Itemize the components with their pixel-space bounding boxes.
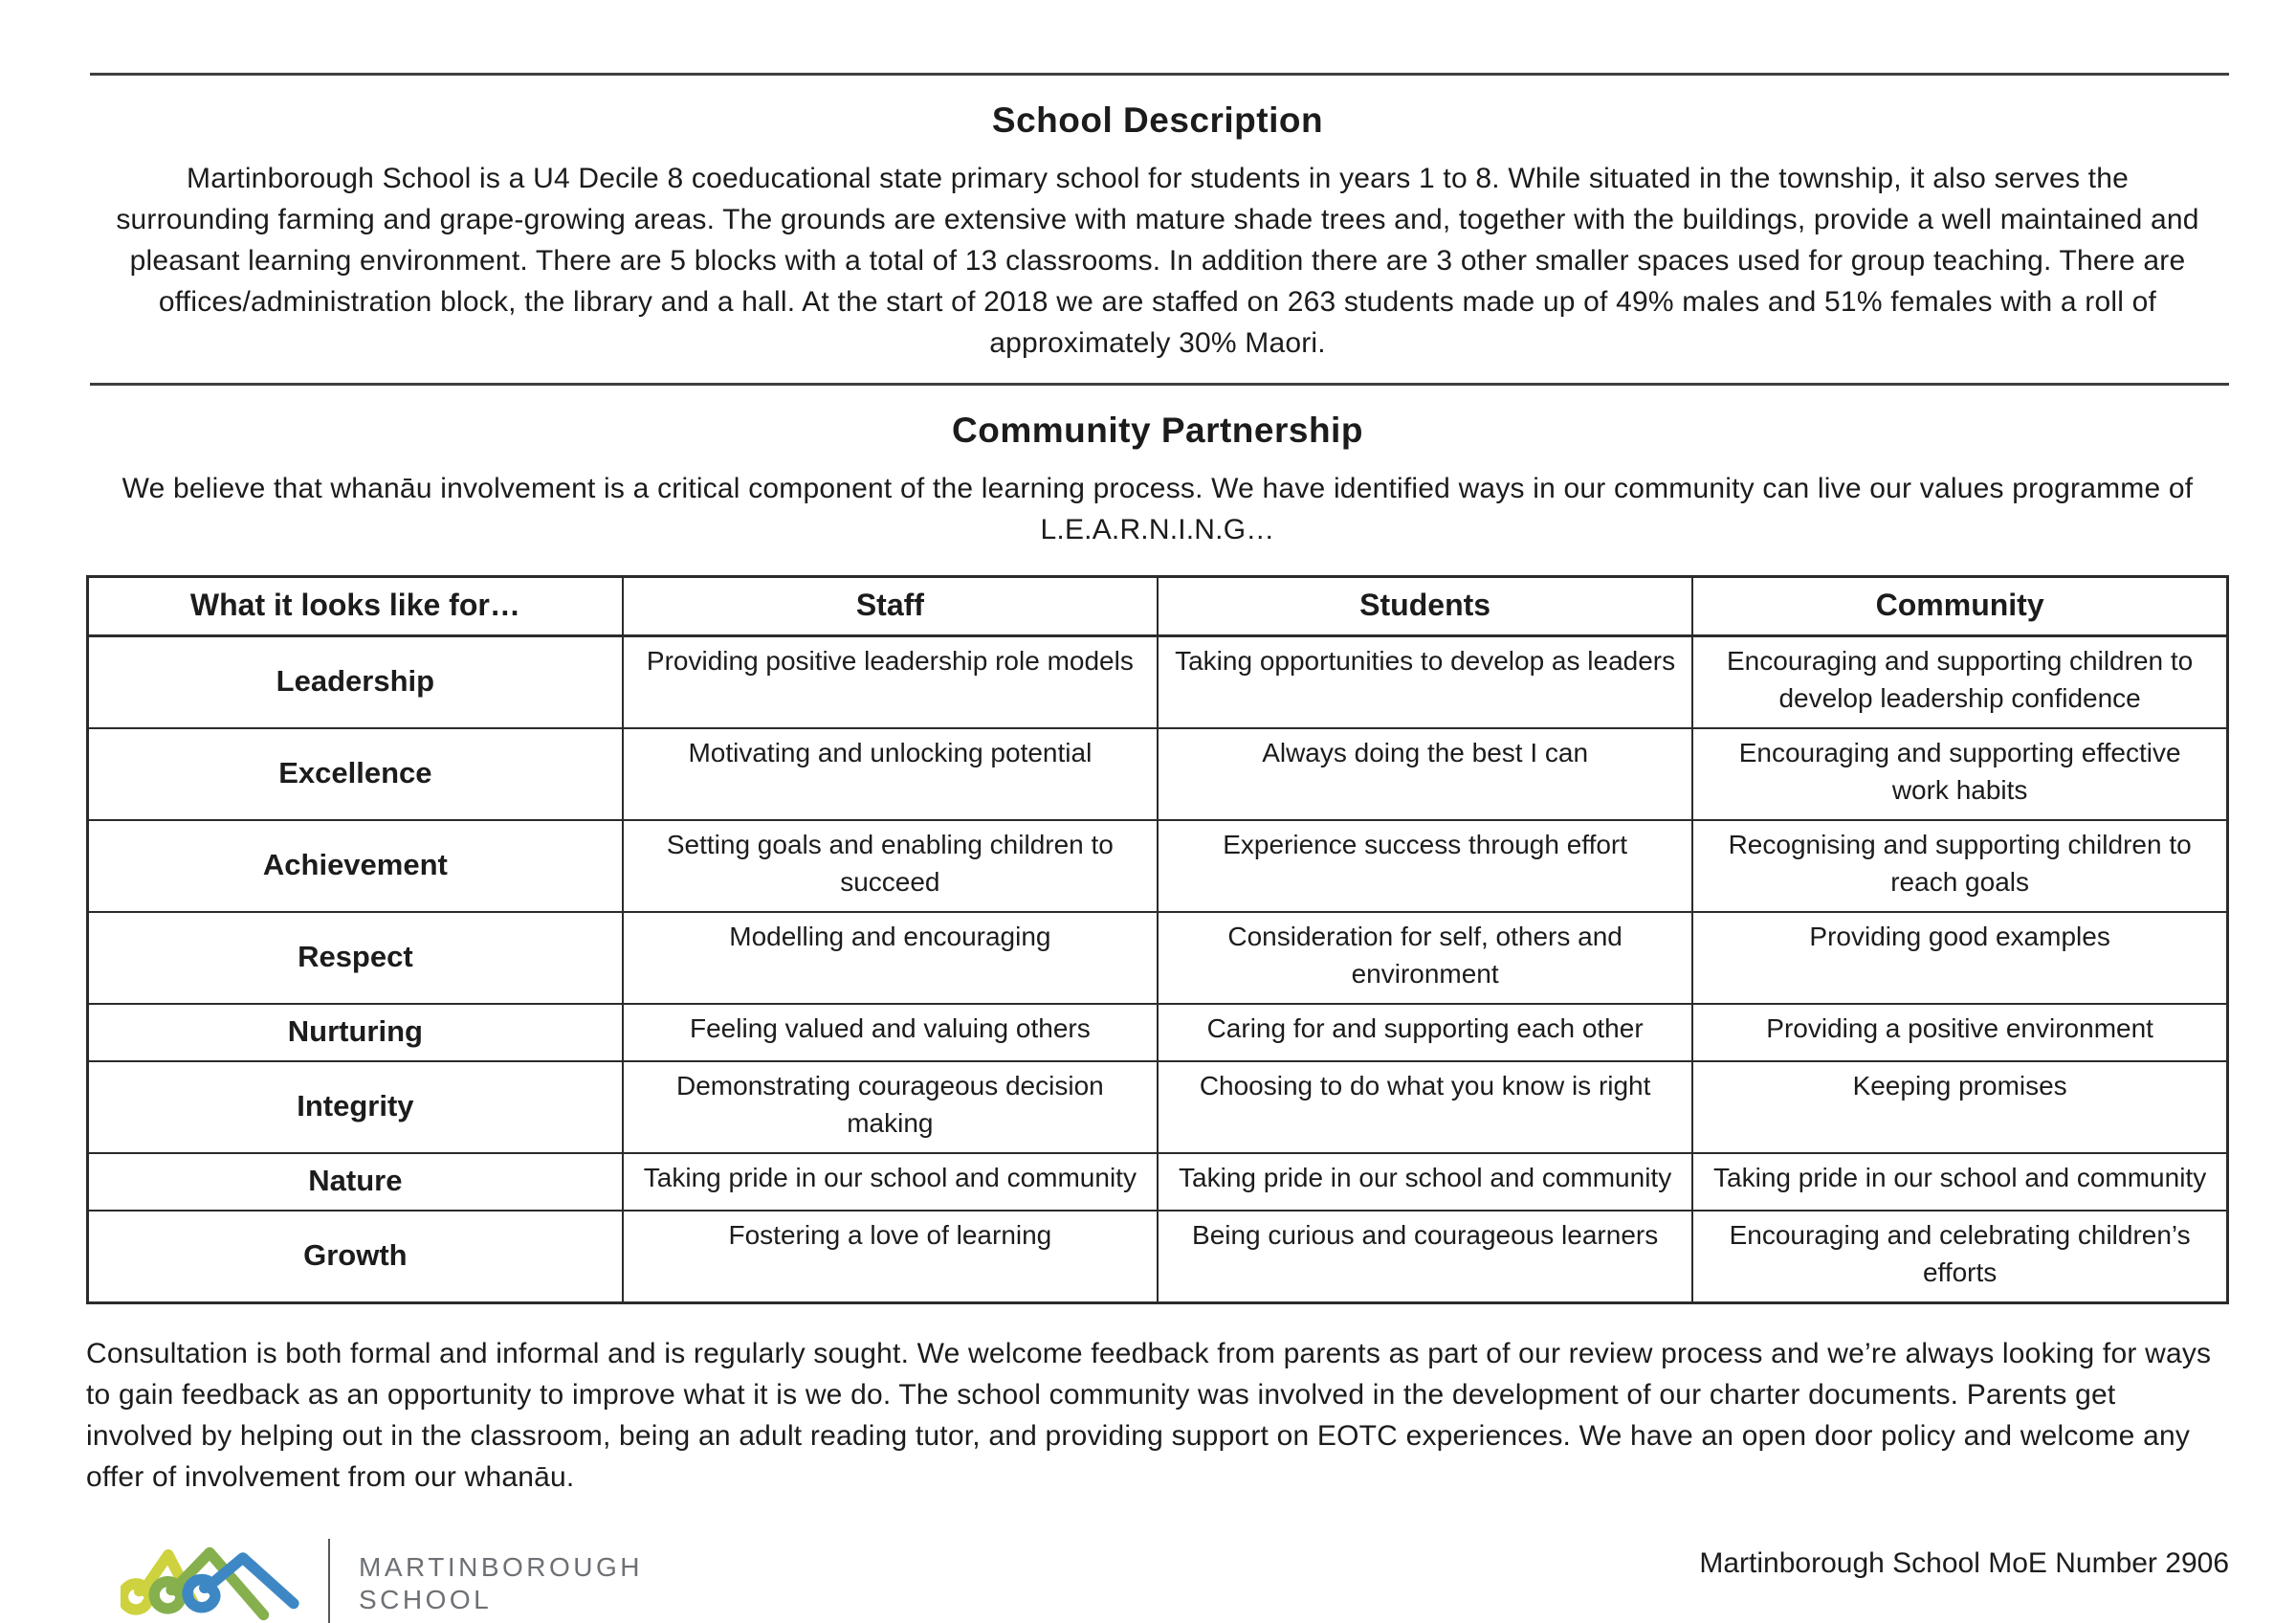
koru-mountains-icon — [121, 1546, 299, 1621]
school-description-paragraph: Martinborough School is a U4 Decile 8 co… — [116, 163, 2199, 359]
staff-cell: Setting goals and enabling children to s… — [621, 819, 1159, 913]
koru-blue — [182, 1552, 299, 1613]
value-name-cell: Respect — [86, 911, 624, 1005]
students-cell: Taking opportunities to develop as leade… — [1156, 634, 1694, 729]
value-name-cell: Growth — [86, 1210, 624, 1304]
value-name-cell: Integrity — [86, 1060, 624, 1154]
community-cell: Taking pride in our school and community — [1691, 1152, 2229, 1212]
community-partnership-intro: We believe that whanāu involvement is a … — [121, 473, 2194, 545]
value-name-cell: Nurturing — [86, 1003, 624, 1062]
table-row: Growth Fostering a love of learning Bein… — [86, 1210, 2229, 1304]
logo-wordmark-line2: SCHOOL — [359, 1585, 493, 1614]
table-row: Excellence Motivating and unlocking pote… — [86, 727, 2229, 821]
table-row: Nurturing Feeling valued and valuing oth… — [86, 1003, 2229, 1062]
table-row: Integrity Demonstrating courageous decis… — [86, 1060, 2229, 1154]
moe-number-text: Martinborough School MoE Number 2906 — [1699, 1547, 2229, 1579]
page-footer: MARTINBOROUGH SCHOOL Martinborough Schoo… — [86, 1538, 2229, 1623]
students-cell: Caring for and supporting each other — [1156, 1003, 1694, 1062]
logo-divider — [328, 1539, 330, 1623]
consultation-paragraph: Consultation is both formal and informal… — [86, 1338, 2212, 1493]
staff-cell: Fostering a love of learning — [621, 1210, 1159, 1304]
community-partnership-title: Community Partnership — [952, 411, 1363, 450]
values-table-body: Leadership Providing positive leadership… — [86, 634, 2229, 1304]
koru-green — [148, 1546, 270, 1621]
staff-cell: Modelling and encouraging — [621, 911, 1159, 1005]
staff-cell: Feeling valued and valuing others — [621, 1003, 1159, 1062]
students-cell: Choosing to do what you know is right — [1156, 1060, 1694, 1154]
col-header-staff: Staff — [621, 575, 1159, 637]
staff-cell: Taking pride in our school and community — [621, 1152, 1159, 1212]
students-cell: Consideration for self, others and envir… — [1156, 911, 1694, 1005]
community-cell: Recognising and supporting children to r… — [1691, 819, 2229, 913]
values-table-header-row: What it looks like for… Staff Students C… — [86, 575, 2229, 637]
staff-cell: Motivating and unlocking potential — [621, 727, 1159, 821]
staff-cell: Demonstrating courageous decision making — [621, 1060, 1159, 1154]
value-name-cell: Leadership — [86, 634, 624, 729]
values-table: What it looks like for… Staff Students C… — [86, 575, 2229, 1304]
table-row: Achievement Setting goals and enabling c… — [86, 819, 2229, 913]
students-cell: Always doing the best I can — [1156, 727, 1694, 821]
community-cell: Providing good examples — [1691, 911, 2229, 1005]
top-divider — [90, 73, 2229, 76]
value-name-cell: Excellence — [86, 727, 624, 821]
table-row: Leadership Providing positive leadership… — [86, 634, 2229, 729]
koru-lime — [121, 1548, 199, 1615]
community-cell: Providing a positive environment — [1691, 1003, 2229, 1062]
community-cell: Encouraging and supporting children to d… — [1691, 634, 2229, 729]
logo-wordmark-line1: MARTINBOROUGH — [359, 1552, 643, 1582]
community-cell: Encouraging and celebrating children’s e… — [1691, 1210, 2229, 1304]
col-header-what-it-looks-like: What it looks like for… — [86, 575, 624, 637]
students-cell: Experience success through effort — [1156, 819, 1694, 913]
students-cell: Taking pride in our school and community — [1156, 1152, 1694, 1212]
col-header-community: Community — [1691, 575, 2229, 637]
section-divider — [90, 383, 2229, 386]
community-cell: Keeping promises — [1691, 1060, 2229, 1154]
community-cell: Encouraging and supporting effective wor… — [1691, 727, 2229, 821]
value-name-cell: Achievement — [86, 819, 624, 913]
school-description-title: School Description — [991, 100, 1324, 140]
table-row: Respect Modelling and encouraging Consid… — [86, 911, 2229, 1005]
school-logo: MARTINBOROUGH SCHOOL — [121, 1538, 643, 1623]
document-page: School Description Martinborough School … — [0, 73, 2296, 1623]
col-header-students: Students — [1156, 575, 1694, 637]
logo-wordmark: MARTINBOROUGH SCHOOL — [359, 1551, 643, 1616]
table-row: Nature Taking pride in our school and co… — [86, 1152, 2229, 1212]
value-name-cell: Nature — [86, 1152, 624, 1212]
students-cell: Being curious and courageous learners — [1156, 1210, 1694, 1304]
staff-cell: Providing positive leadership role model… — [621, 634, 1159, 729]
